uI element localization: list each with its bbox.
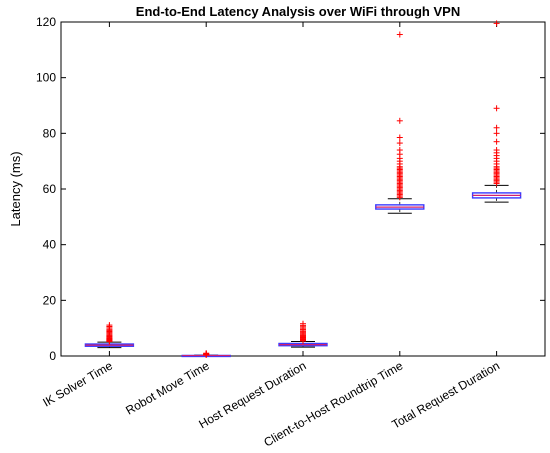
outlier-point bbox=[396, 31, 403, 38]
x-tick-label: Total Request Duration bbox=[389, 358, 502, 431]
outlier-point bbox=[203, 350, 210, 357]
outlier-point bbox=[493, 147, 500, 154]
y-tick-label: 80 bbox=[43, 126, 57, 140]
y-tick-label: 120 bbox=[36, 15, 56, 29]
outlier-point bbox=[300, 320, 306, 327]
outlier-point bbox=[493, 124, 500, 131]
outlier-point bbox=[493, 105, 500, 112]
chart-title: End-to-End Latency Analysis over WiFi th… bbox=[136, 4, 460, 19]
outlier-point bbox=[493, 130, 500, 137]
y-axis-ticks: 0 20 40 60 80 100 120 bbox=[36, 15, 545, 363]
box-group bbox=[181, 350, 231, 358]
outlier-point bbox=[106, 322, 113, 329]
outlier-point bbox=[396, 147, 403, 154]
box-group bbox=[278, 320, 328, 348]
x-tick-label: Robot Move Time bbox=[123, 358, 212, 417]
outlier-point bbox=[396, 140, 403, 147]
box-group bbox=[471, 20, 522, 203]
y-tick-label: 0 bbox=[49, 349, 56, 363]
y-tick-label: 60 bbox=[43, 182, 57, 196]
outlier-point bbox=[493, 138, 500, 145]
x-tick-label: IK Solver Time bbox=[40, 358, 115, 409]
y-tick-label: 100 bbox=[36, 71, 56, 85]
outlier-point bbox=[493, 20, 500, 27]
outlier-point bbox=[396, 117, 403, 124]
plot-area-frame bbox=[60, 21, 546, 357]
y-axis-label: Latency (ms) bbox=[8, 151, 23, 226]
box-group bbox=[375, 31, 425, 214]
outlier-point bbox=[396, 134, 403, 141]
box-group bbox=[84, 322, 135, 349]
y-tick-label: 20 bbox=[43, 293, 57, 307]
boxes bbox=[84, 20, 522, 358]
y-tick-label: 40 bbox=[43, 238, 57, 252]
